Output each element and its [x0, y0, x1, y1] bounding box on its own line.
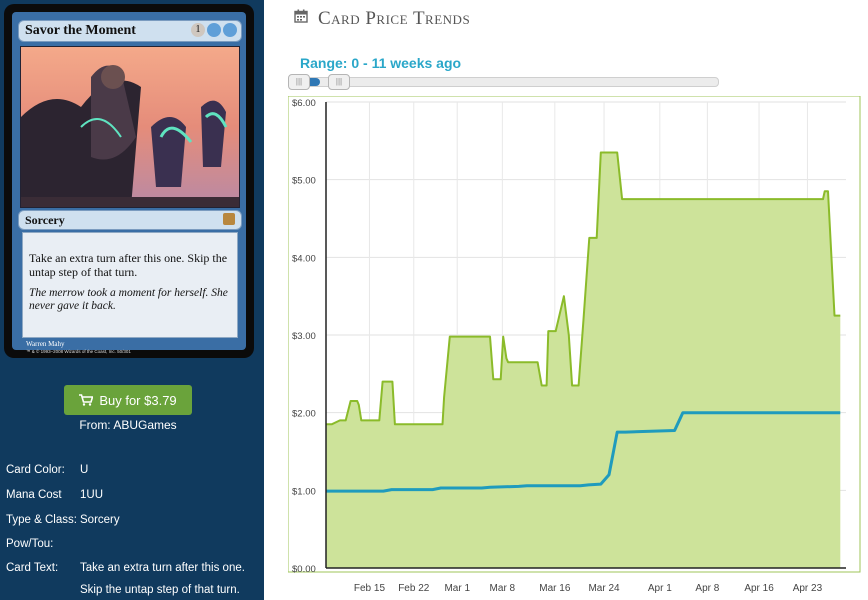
info-row-mana-cost: Mana Cost 1UU	[6, 489, 103, 501]
seller-text: From: ABUGames	[79, 418, 177, 432]
calendar-icon	[294, 9, 308, 23]
card-type-bar: Sorcery	[18, 210, 242, 230]
info-row-card-text-continued: Skip the untap step of that turn.	[6, 584, 240, 596]
card-mana-cost: 1	[191, 23, 237, 37]
x-tick-label: Feb 15	[354, 583, 386, 594]
card-name: Savor the Moment	[25, 23, 136, 38]
x-tick-label: Apr 8	[695, 583, 719, 594]
set-symbol-icon	[223, 213, 235, 225]
info-label: Card Text:	[6, 562, 59, 574]
x-tick-label: Mar 16	[539, 583, 571, 594]
y-tick-label: $1.00	[292, 486, 316, 497]
y-tick-label: $0.00	[292, 564, 316, 575]
x-tick-label: Apr 1	[648, 583, 672, 594]
info-row-pow-tou: Pow/Tou:	[6, 538, 80, 550]
info-value: Take an extra turn after this one.	[80, 562, 245, 574]
x-tick-label: Apr 23	[793, 583, 823, 594]
card-frame: Savor the Moment 1	[12, 12, 246, 354]
x-tick-label: Mar 8	[490, 583, 516, 594]
section-title: Card Price Trends	[318, 8, 471, 29]
card-text-box: Take an extra turn after this one. Skip …	[22, 232, 238, 338]
card-name-bar: Savor the Moment 1	[18, 20, 242, 42]
buy-button-label: Buy for $3.79	[99, 392, 177, 408]
y-tick-label: $6.00	[292, 98, 316, 109]
y-tick-label: $5.00	[292, 176, 316, 187]
x-tick-label: Mar 1	[444, 583, 470, 594]
series-area-0	[326, 152, 841, 568]
series-line-1	[326, 411, 841, 493]
info-value: U	[80, 464, 89, 476]
y-tick-label: $4.00	[292, 253, 316, 264]
card-rules-text: Take an extra turn after this one. Skip …	[29, 251, 228, 279]
mana-generic-icon: 1	[191, 23, 205, 37]
buy-button[interactable]: Buy for $3.79	[64, 385, 192, 415]
info-label: Card Color:	[6, 464, 65, 476]
chart-axes: $0.00 $1.00 $2.00 $3.00 $4.00 $5.00 $6.00 Feb 1…	[292, 98, 846, 594]
info-value: Sorcery	[80, 514, 120, 526]
range-slider[interactable]	[288, 74, 719, 90]
x-tick-label: Mar 24	[588, 583, 620, 594]
card-flavor-text: The merrow took a moment for herself. Sh…	[29, 287, 228, 312]
y-tick-label: $3.00	[292, 331, 316, 342]
slider-handle-end[interactable]	[328, 74, 350, 90]
info-row-card-text: Card Text: Take an extra turn after this …	[6, 562, 245, 574]
series-line-0	[326, 151, 841, 426]
info-row-color: Card Color: U	[6, 464, 88, 476]
card-artwork	[20, 46, 240, 208]
chart-series	[326, 151, 841, 568]
info-value: 1UU	[80, 489, 104, 501]
x-tick-label: Feb 22	[398, 583, 430, 594]
y-tick-label: $2.00	[292, 409, 316, 420]
info-label: Type & Class:	[6, 514, 77, 526]
info-label: Pow/Tou:	[6, 538, 54, 550]
shopping-cart-icon	[79, 394, 94, 406]
card-artist: Warren Mahy	[26, 340, 65, 348]
range-label: Range: 0 - 11 weeks ago	[300, 55, 462, 71]
mana-blue-icon	[223, 23, 237, 37]
x-tick-label: Apr 16	[744, 583, 774, 594]
card-image: Savor the Moment 1	[4, 4, 254, 358]
mana-blue-icon	[207, 23, 221, 37]
price-chart: $0.00 $1.00 $2.00 $3.00 $4.00 $5.00 $6.00 Feb 1…	[288, 96, 861, 594]
card-copyright: ™ & © 1993–2008 Wizards of the Coast, In…	[26, 349, 131, 354]
info-value: Skip the untap step of that turn.	[80, 584, 240, 596]
slider-handle-start[interactable]	[288, 74, 310, 90]
info-row-type: Type & Class: Sorcery	[6, 514, 120, 526]
card-sidebar: Savor the Moment 1	[0, 0, 264, 600]
card-type-line: Sorcery	[25, 213, 65, 227]
info-label: Mana Cost	[6, 489, 62, 501]
